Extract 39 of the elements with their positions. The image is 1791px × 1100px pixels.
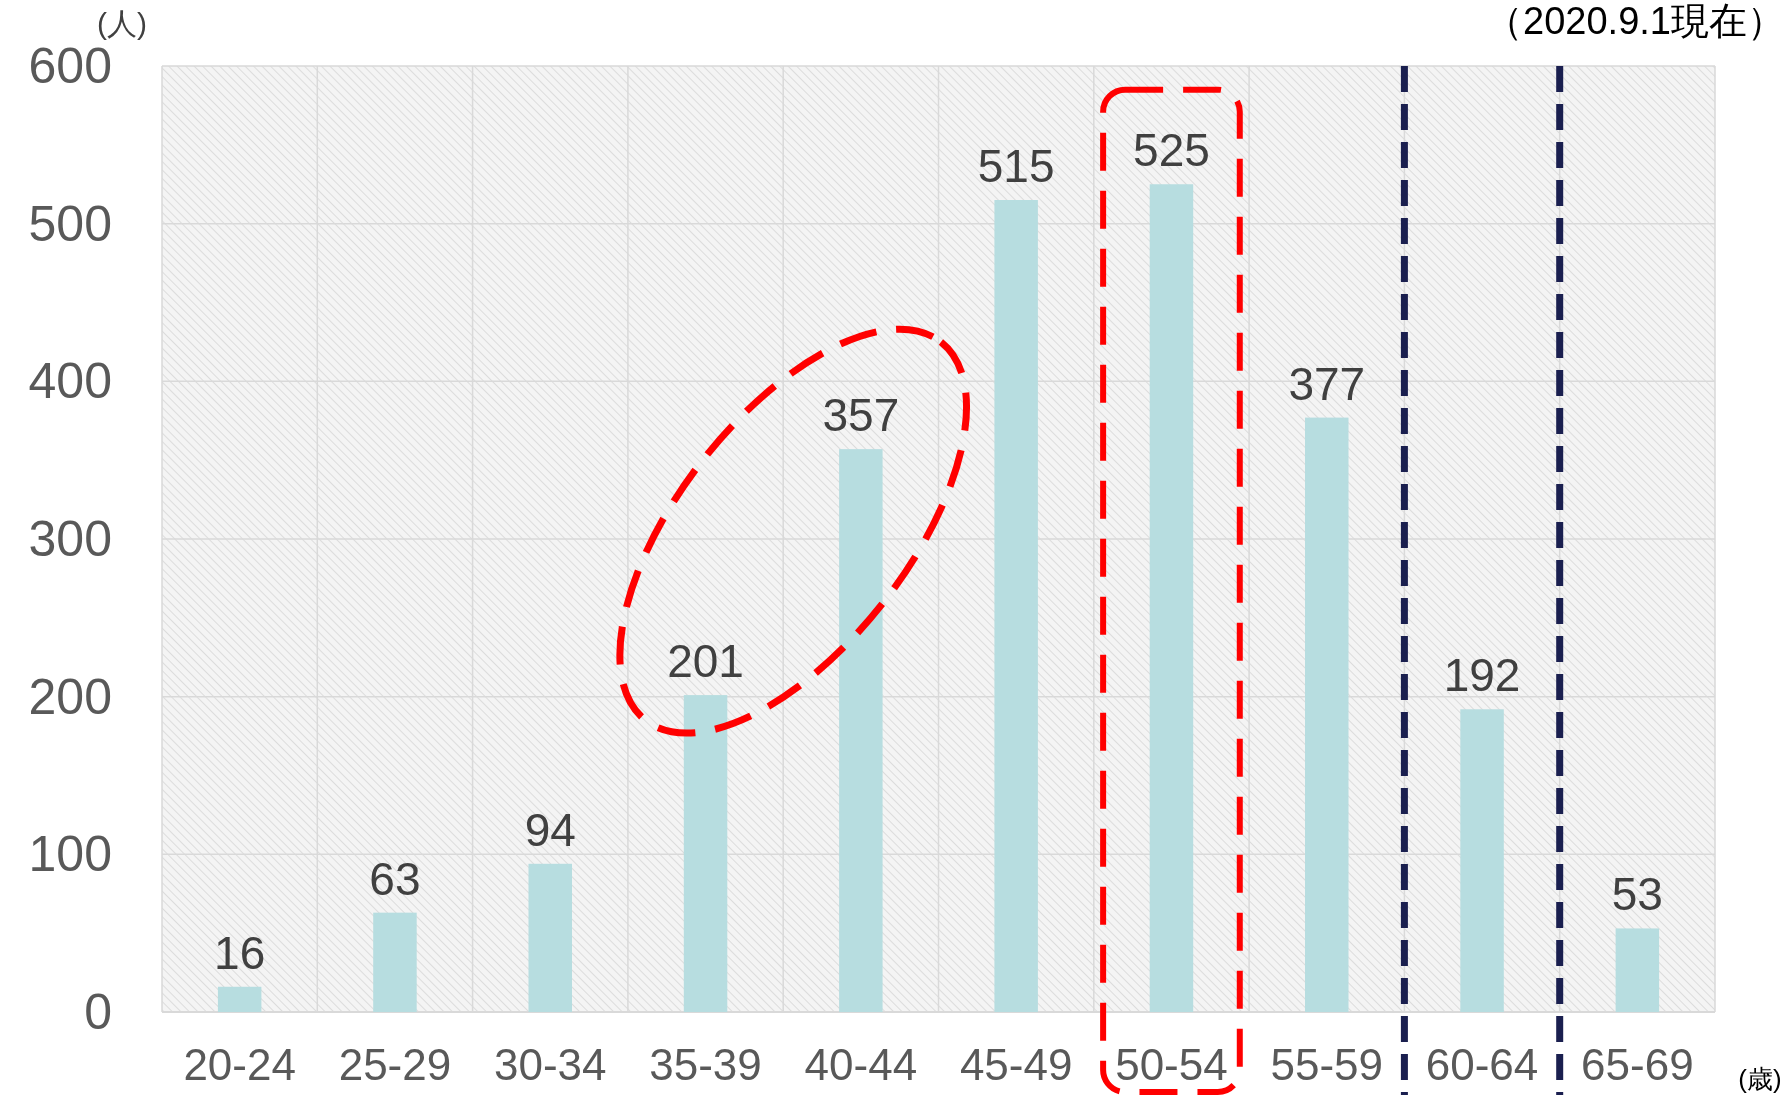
bar bbox=[528, 863, 572, 1012]
x-tick-label: 25-29 bbox=[338, 1040, 452, 1089]
bar bbox=[683, 695, 728, 1012]
data-label: 357 bbox=[822, 389, 900, 442]
y-axis-title: (人) bbox=[97, 7, 147, 40]
data-label: 525 bbox=[1133, 124, 1210, 177]
text: （2020.9.1現在） bbox=[1485, 0, 1785, 42]
bar bbox=[994, 200, 1038, 1012]
x-tick-label: 65-69 bbox=[1581, 1040, 1694, 1089]
data-label: 377 bbox=[1288, 357, 1366, 410]
x-axis-title: (歳) bbox=[1738, 1064, 1782, 1094]
x-tick-label: 55-59 bbox=[1270, 1040, 1384, 1089]
x-tick-label: 50-54 bbox=[1115, 1040, 1228, 1089]
bar bbox=[1305, 417, 1349, 1012]
x-tick-label: 60-64 bbox=[1425, 1040, 1539, 1089]
bar bbox=[839, 449, 883, 1012]
bar bbox=[1615, 928, 1660, 1012]
data-label: 515 bbox=[977, 140, 1055, 193]
y-tick-label: 500 bbox=[28, 195, 112, 252]
data-label: 53 bbox=[1611, 868, 1663, 921]
data-label: 192 bbox=[1443, 649, 1521, 702]
bar bbox=[1460, 709, 1504, 1012]
data-label: 63 bbox=[369, 852, 421, 905]
y-tick-label: 0 bbox=[84, 984, 112, 1040]
bar bbox=[1149, 184, 1194, 1012]
x-tick-label: 40-44 bbox=[804, 1040, 918, 1089]
y-tick-label: 400 bbox=[28, 353, 112, 410]
y-tick-label: 200 bbox=[28, 668, 112, 725]
data-label: 94 bbox=[524, 803, 576, 856]
y-tick-label: 100 bbox=[28, 826, 112, 883]
x-tick-label: 45-49 bbox=[959, 1040, 1073, 1089]
bar bbox=[217, 986, 262, 1012]
x-tick-label: 20-24 bbox=[183, 1040, 296, 1089]
data-label: 16 bbox=[214, 926, 266, 979]
y-tick-label: 300 bbox=[28, 511, 112, 567]
data-label: 201 bbox=[667, 635, 744, 688]
bar bbox=[373, 912, 417, 1012]
x-tick-label: 35-39 bbox=[649, 1040, 762, 1089]
x-tick-label: 30-34 bbox=[493, 1040, 607, 1089]
